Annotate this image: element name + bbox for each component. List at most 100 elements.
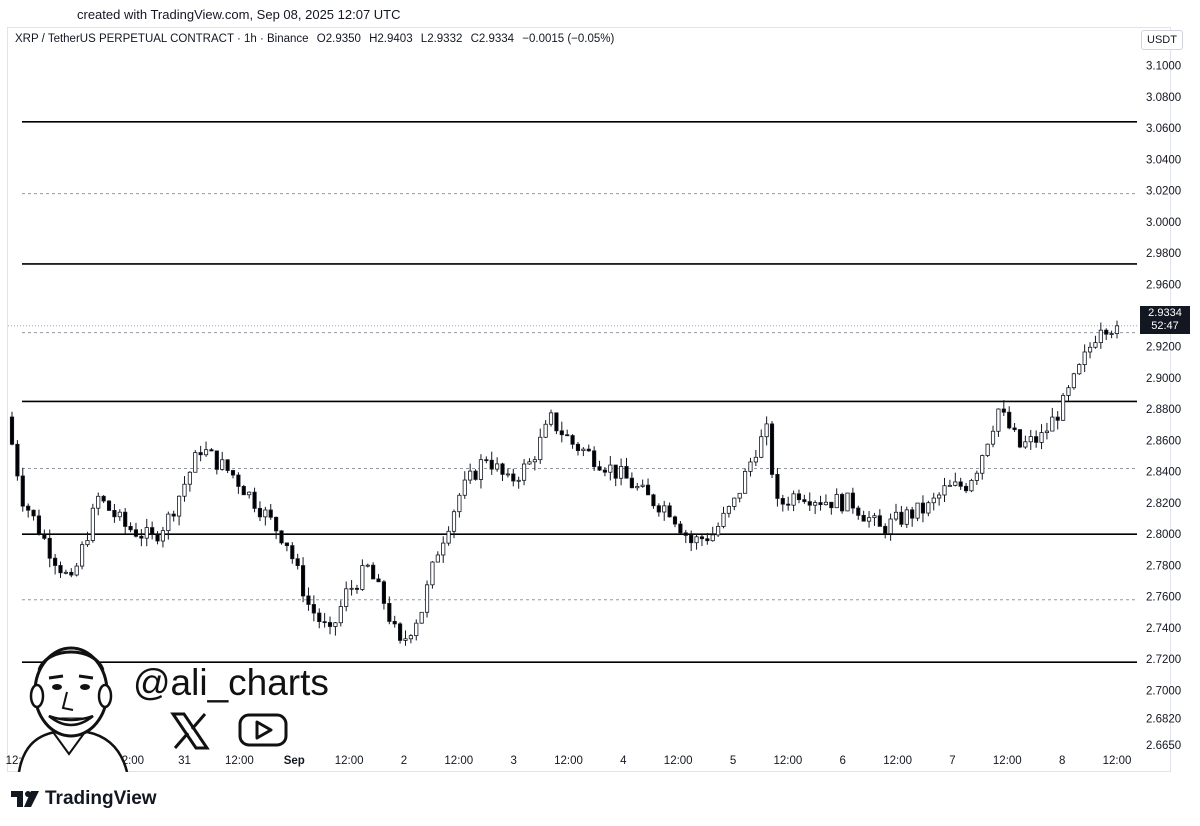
price-tick-label: 3.0200 <box>1146 186 1181 198</box>
candle-body <box>31 509 36 517</box>
candle-body <box>58 565 63 574</box>
candle-body <box>90 507 95 541</box>
time-tick-label: 12:00 <box>774 755 803 767</box>
candle-body <box>1087 346 1093 353</box>
price-tick-label: 2.9800 <box>1146 248 1181 260</box>
candle-body <box>301 565 306 597</box>
candle-body <box>295 558 300 566</box>
candle-body <box>915 502 920 519</box>
candle-body <box>764 423 769 438</box>
candle-body <box>424 584 430 613</box>
candle-body <box>441 542 446 556</box>
tradingview-logo-text: TradingView <box>45 788 157 809</box>
price-tick-label: 3.0800 <box>1146 92 1181 104</box>
candle-body <box>171 513 176 517</box>
candle-body <box>796 493 802 501</box>
candle-body <box>47 537 52 559</box>
price-tick-label: 2.6650 <box>1146 740 1181 752</box>
candle-body <box>123 511 128 527</box>
candle-body <box>694 536 699 544</box>
candle-body <box>1034 436 1039 443</box>
price-tick-label: 2.8800 <box>1146 404 1181 416</box>
candle-body <box>910 509 915 519</box>
candle-body <box>435 554 440 563</box>
horizontal-levels <box>8 121 1137 664</box>
candle-body <box>635 486 640 489</box>
candle-body <box>344 588 349 607</box>
candle-body <box>1093 342 1098 348</box>
candle-body <box>311 604 316 614</box>
candle-body <box>365 564 370 567</box>
candle-body <box>381 581 386 604</box>
candle-body <box>1050 416 1055 432</box>
candle-body <box>203 449 209 456</box>
candle-body <box>26 505 31 511</box>
candles <box>9 320 1120 646</box>
time-tick-label: 12:00 <box>1103 755 1132 767</box>
candle-body <box>689 535 694 544</box>
time-tick-label: 12:00 <box>664 755 693 767</box>
candle-body <box>559 430 564 436</box>
candle-body <box>354 587 360 590</box>
candle-body <box>1077 364 1082 375</box>
candle-body <box>1109 333 1114 335</box>
candle-body <box>651 494 656 507</box>
time-tick-label: 2 <box>401 755 407 767</box>
candle-body <box>964 485 969 492</box>
candle-body <box>225 459 230 471</box>
candle-body <box>942 485 947 496</box>
candle-body <box>904 509 909 525</box>
candle-body <box>883 525 888 534</box>
candle-body <box>193 452 198 473</box>
ohlc-high: H2.9403 <box>369 33 413 45</box>
currency-button[interactable]: USDT <box>1141 30 1183 50</box>
candle-body <box>861 514 866 522</box>
candle-body <box>1061 395 1066 421</box>
x-logo-icon[interactable] <box>170 712 210 750</box>
candle-body <box>645 484 651 496</box>
ohlc-low: L2.9332 <box>420 33 463 45</box>
candle-body <box>732 497 737 507</box>
candle-body <box>840 494 845 512</box>
price-tick-label: 3.1000 <box>1146 61 1181 73</box>
time-tick-label: 5 <box>730 755 736 767</box>
candle-body <box>516 479 521 482</box>
candle-body <box>721 512 726 527</box>
candle-body <box>947 484 952 487</box>
candle-body <box>241 486 246 496</box>
candle-body <box>489 459 494 470</box>
candle-body <box>743 470 748 494</box>
candle-body <box>80 544 85 567</box>
candle-body <box>662 505 667 513</box>
symbol-title[interactable]: XRP / TetherUS PERPETUAL CONTRACT · 1h ·… <box>15 33 309 45</box>
candle-body <box>823 501 828 506</box>
candle-body <box>398 623 403 641</box>
candle-body <box>495 463 500 470</box>
candle-body <box>36 515 42 535</box>
tradingview-logo[interactable]: TradingView <box>11 788 157 810</box>
candle-body <box>371 564 376 580</box>
candle-body <box>926 502 931 514</box>
candle-body <box>624 466 629 479</box>
bar-countdown: 52:47 <box>1151 320 1179 332</box>
time-tick-label: 12:00 <box>993 755 1022 767</box>
candle-body <box>392 621 397 625</box>
tradingview-logo-icon <box>11 791 39 807</box>
chart-pane[interactable] <box>7 27 1171 772</box>
candle-body <box>678 523 683 534</box>
candle-body <box>478 459 484 480</box>
candle-body <box>856 507 861 516</box>
time-tick-label: Sep <box>284 755 305 767</box>
candle-body <box>554 412 559 432</box>
candle-body <box>629 477 634 489</box>
candle-body <box>96 495 101 509</box>
youtube-icon[interactable] <box>238 713 288 747</box>
candle-body <box>753 456 758 463</box>
candle-body <box>252 491 257 509</box>
time-tick-label: 12:00 <box>335 755 364 767</box>
candle-body <box>85 540 90 546</box>
candle-body <box>230 470 236 476</box>
price-tick-label: 2.8400 <box>1146 467 1181 479</box>
candle-body <box>63 571 68 574</box>
